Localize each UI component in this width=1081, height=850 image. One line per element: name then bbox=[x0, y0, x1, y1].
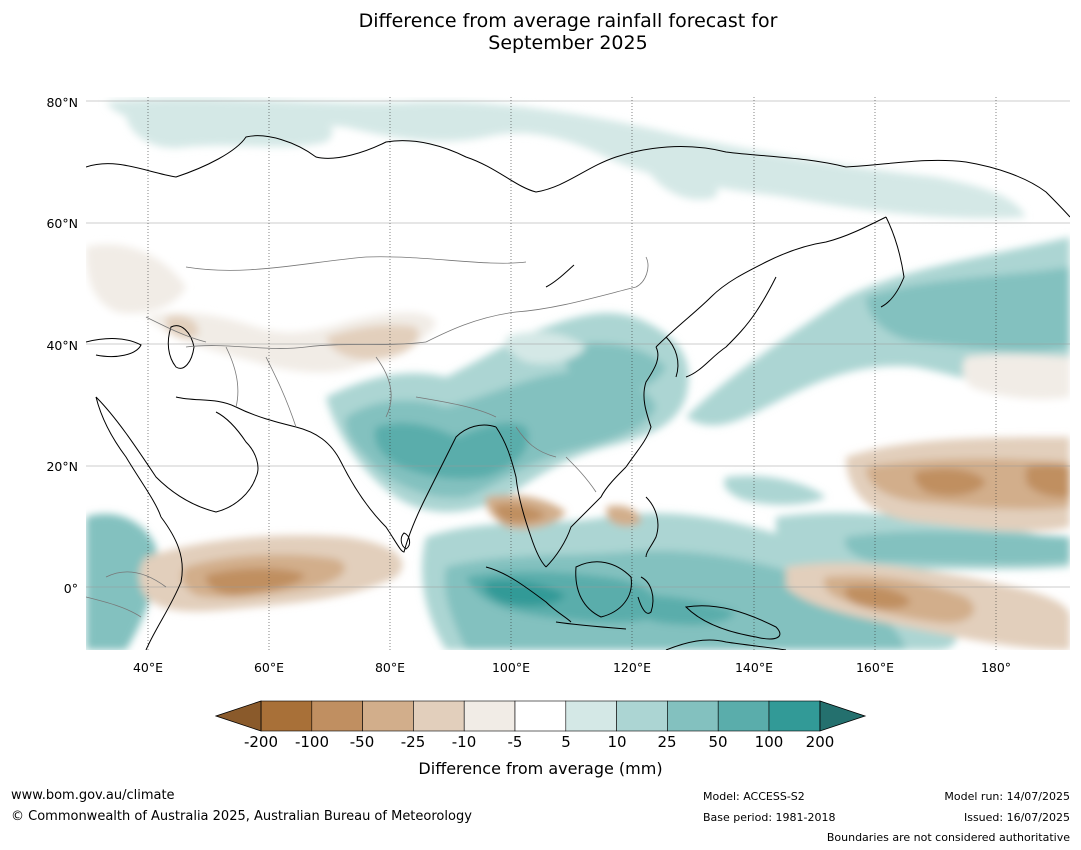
lat-label-60n: 60°N bbox=[46, 216, 78, 231]
colorbar-tick: 200 bbox=[805, 733, 835, 751]
colorbar-cell bbox=[260, 700, 313, 732]
map-canvas bbox=[86, 97, 1070, 650]
colorbar-cell bbox=[463, 700, 516, 732]
colorbar-cell bbox=[565, 700, 617, 732]
title-line-1: Difference from average rainfall forecas… bbox=[358, 10, 778, 32]
colorbar-cell bbox=[616, 700, 668, 732]
colorbar-cell bbox=[768, 700, 821, 732]
colorbar-tick: 5 bbox=[561, 733, 571, 751]
boundaries-disclaimer: Boundaries are not considered authoritat… bbox=[826, 831, 1070, 844]
copyright-text: © Commonwealth of Australia 2025, Austra… bbox=[11, 809, 472, 824]
colorbar-tick: 50 bbox=[708, 733, 728, 751]
colorbar bbox=[215, 700, 867, 732]
base-period: Base period: 1981-2018 bbox=[703, 811, 836, 824]
colorbar-tick: -200 bbox=[243, 733, 279, 751]
colorbar-tick: 25 bbox=[657, 733, 677, 751]
lon-label-120e: 120°E bbox=[612, 660, 651, 675]
website-link[interactable]: www.bom.gov.au/climate bbox=[11, 788, 175, 803]
lon-label-80e: 80°E bbox=[374, 660, 406, 675]
map-title: Difference from average rainfall forecas… bbox=[0, 10, 1081, 54]
longitude-gridlines bbox=[147, 97, 997, 650]
colorbar-tick: -50 bbox=[349, 733, 375, 751]
lon-label-180: 180° bbox=[980, 660, 1012, 675]
colorbar-tick: -100 bbox=[294, 733, 330, 751]
colorbar-under-arrow bbox=[215, 700, 262, 732]
anomaly-fields bbox=[86, 98, 1070, 650]
colorbar-cell bbox=[311, 700, 363, 732]
colorbar-cell bbox=[413, 700, 465, 732]
title-line-2: September 2025 bbox=[488, 32, 648, 54]
country-boundaries bbox=[86, 256, 649, 618]
colorbar-over-arrow bbox=[819, 700, 867, 732]
lon-label-40e: 40°E bbox=[132, 660, 164, 675]
colorbar-title: Difference from average (mm) bbox=[418, 759, 663, 778]
lat-label-80n: 80°N bbox=[46, 95, 78, 110]
lat-label-20n: 20°N bbox=[46, 459, 78, 474]
issued-date: Issued: 16/07/2025 bbox=[963, 811, 1070, 824]
colorbar-tick: -5 bbox=[507, 733, 523, 751]
model-name: Model: ACCESS-S2 bbox=[703, 790, 805, 803]
colorbar-cells bbox=[260, 700, 821, 732]
lat-label-40n: 40°N bbox=[46, 338, 78, 353]
rainfall-anomaly-map[interactable] bbox=[86, 97, 1070, 650]
latitude-gridlines bbox=[86, 100, 1070, 588]
lat-label-0: 0° bbox=[63, 581, 78, 596]
colorbar-tick: -10 bbox=[451, 733, 477, 751]
colorbar-tick: 10 bbox=[607, 733, 627, 751]
colorbar-cell bbox=[667, 700, 719, 732]
lon-label-140e: 140°E bbox=[734, 660, 773, 675]
lon-label-100e: 100°E bbox=[491, 660, 530, 675]
lon-label-60e: 60°E bbox=[253, 660, 285, 675]
colorbar-cell bbox=[514, 700, 567, 732]
colorbar-tick: 100 bbox=[754, 733, 784, 751]
colorbar-tick: -25 bbox=[400, 733, 426, 751]
colorbar-cell bbox=[362, 700, 414, 732]
lon-label-160e: 160°E bbox=[855, 660, 894, 675]
colorbar-cell bbox=[717, 700, 770, 732]
model-run-date: Model run: 14/07/2025 bbox=[944, 790, 1070, 803]
